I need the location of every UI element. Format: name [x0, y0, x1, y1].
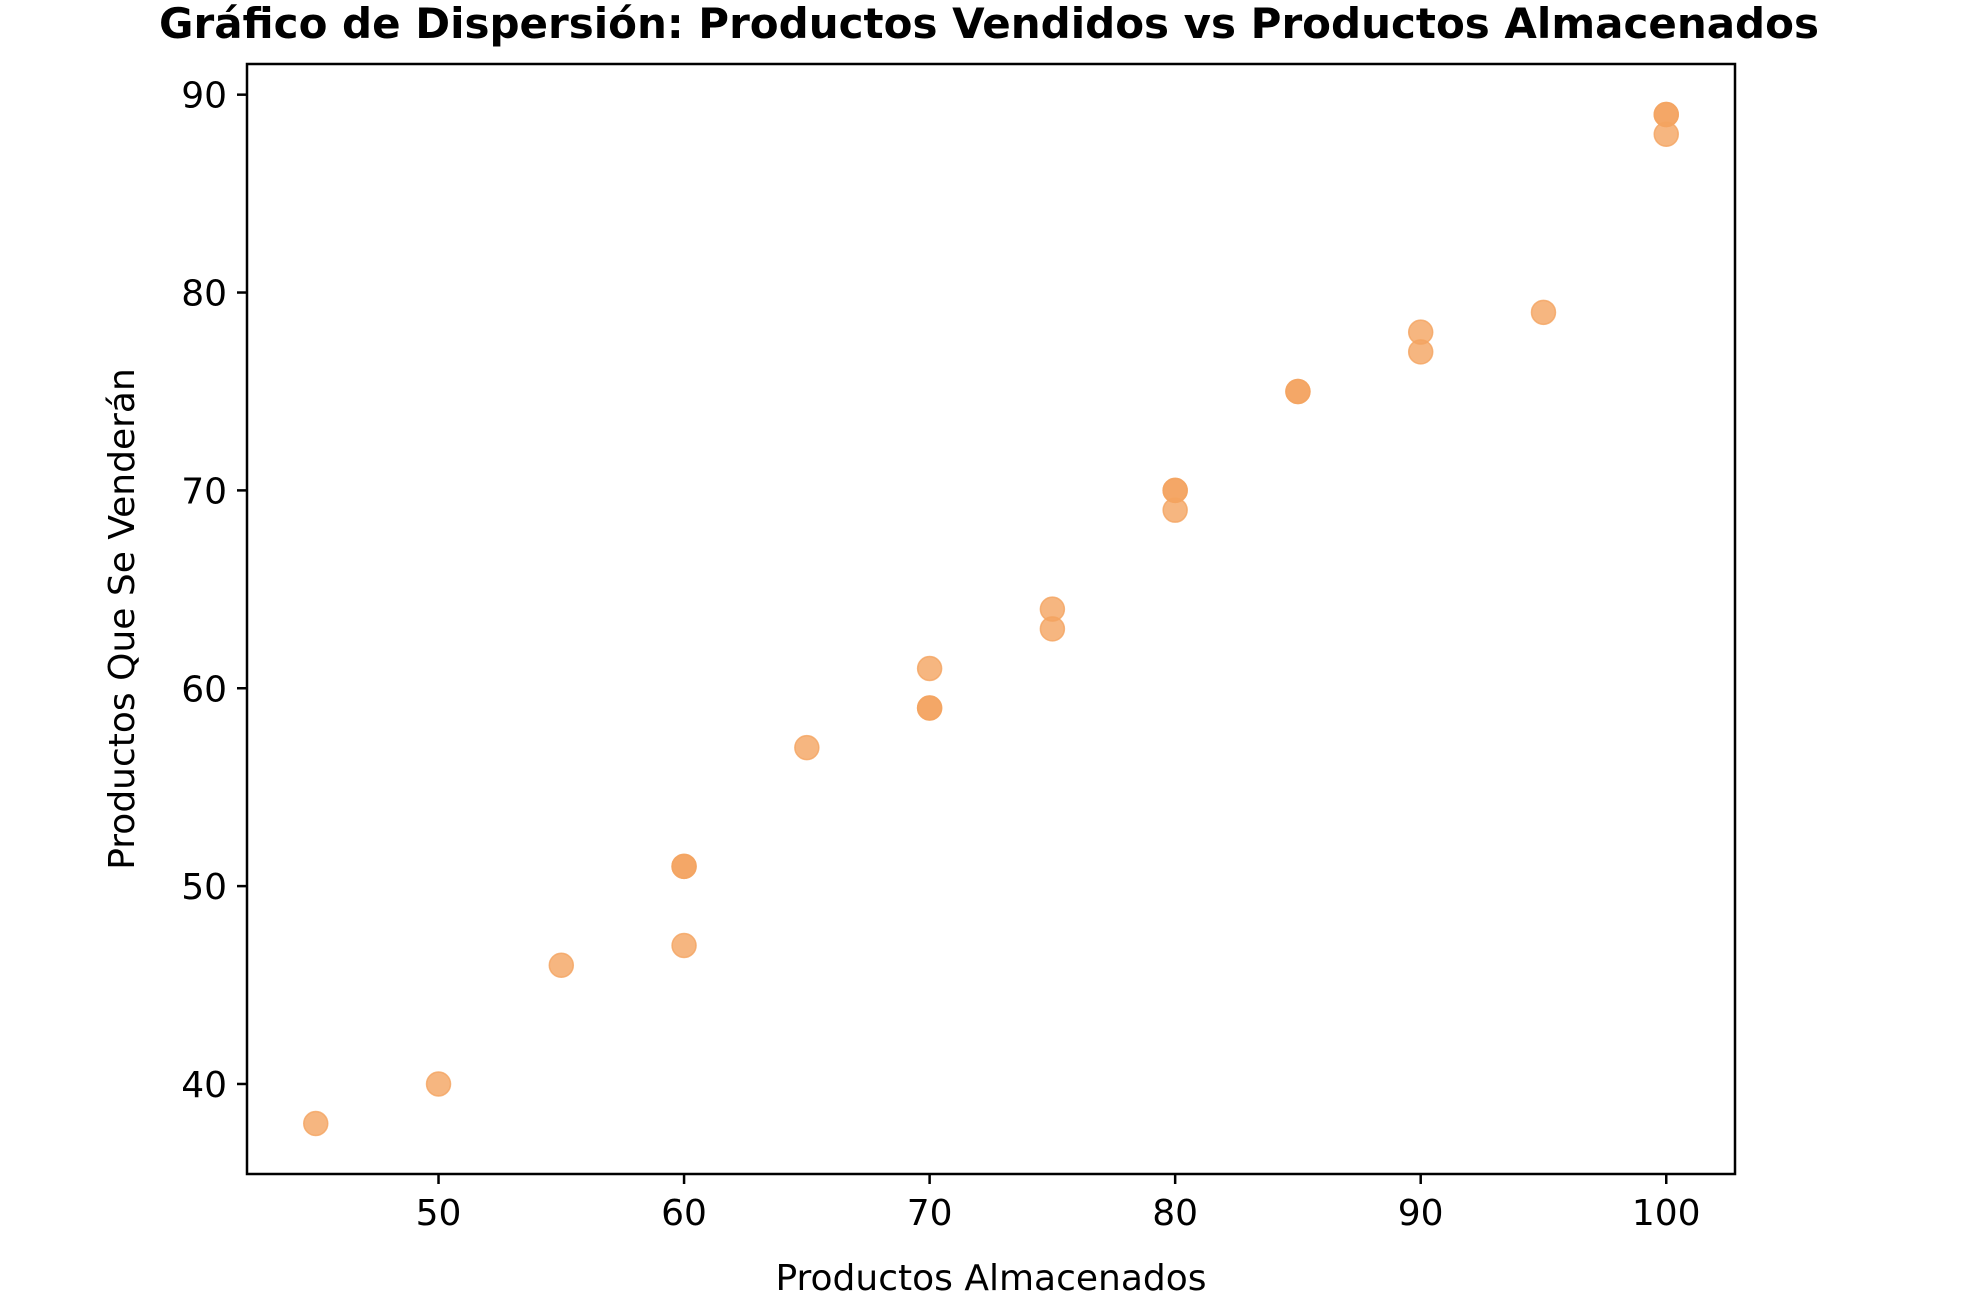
- data-point: [303, 1110, 329, 1137]
- y-tick-label: 60: [181, 669, 227, 710]
- y-tick-label: 90: [181, 76, 227, 117]
- data-point: [671, 853, 697, 880]
- y-tick-label: 50: [181, 867, 227, 908]
- x-tick-label: 100: [1632, 1193, 1701, 1234]
- data-point: [425, 1071, 452, 1097]
- x-tick-label: 50: [416, 1193, 462, 1234]
- data-point: [548, 952, 575, 979]
- x-tick-label: 60: [661, 1193, 707, 1234]
- data-point: [1285, 378, 1311, 405]
- chart-title: Gráfico de Dispersión: Productos Vendido…: [159, 0, 1819, 48]
- data-point: [671, 932, 697, 959]
- x-tick-label: 90: [1398, 1193, 1444, 1234]
- data-point: [916, 655, 943, 682]
- x-axis-ticks: 50 60 70 80 90 100: [416, 1174, 1701, 1234]
- y-axis-ticks: 40 50 60 70 80 90: [181, 76, 247, 1106]
- x-axis-label: Productos Almacenados: [775, 1258, 1206, 1299]
- data-points: [303, 101, 1679, 1137]
- y-axis-label: Productos Que Se Venderán: [102, 368, 143, 870]
- data-point: [1653, 101, 1679, 128]
- x-tick-label: 80: [1152, 1193, 1198, 1234]
- data-point: [1407, 319, 1434, 345]
- data-point: [1039, 596, 1066, 622]
- data-point: [794, 734, 820, 761]
- y-tick-label: 80: [181, 274, 227, 315]
- data-point: [916, 695, 943, 721]
- data-point: [1530, 299, 1557, 326]
- plot-frame: [245, 62, 1737, 1176]
- x-tick-label: 70: [907, 1193, 953, 1234]
- y-tick-label: 40: [181, 1065, 227, 1106]
- data-point: [1162, 477, 1188, 504]
- y-tick-label: 70: [181, 471, 227, 512]
